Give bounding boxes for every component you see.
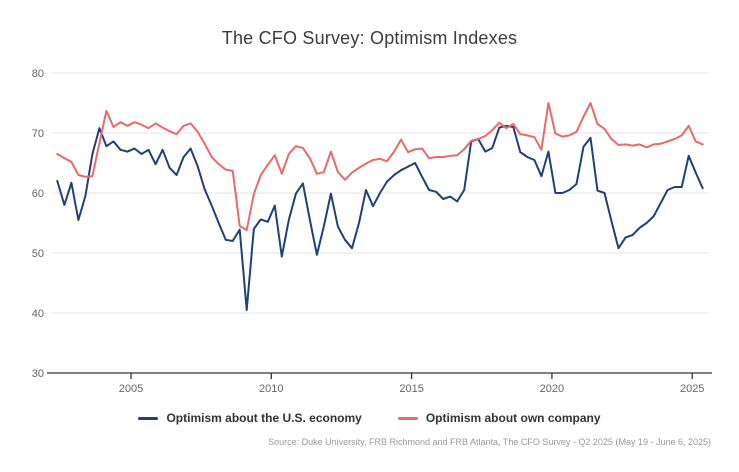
y-axis-label-30: 30 <box>32 368 44 380</box>
legend-label-own-company: Optimism about own company <box>425 411 601 425</box>
x-axis-label-2005: 2005 <box>119 383 143 395</box>
series-line-us-economy[interactable] <box>56 124 704 311</box>
page-title: The CFO Survey: Optimism Indexes <box>221 28 518 48</box>
x-axis-label-2020: 2020 <box>540 383 564 395</box>
x-axis-label-2025: 2025 <box>680 383 704 395</box>
y-axis-label-60: 60 <box>32 188 44 200</box>
legend-item-own-company[interactable]: Optimism about own company <box>397 411 601 425</box>
y-axis-label-70: 70 <box>32 128 44 140</box>
source-caption: Source: Duke University, FRB Richmond an… <box>268 437 711 447</box>
y-axis-label-40: 40 <box>32 308 44 320</box>
x-axis-label-2015: 2015 <box>399 383 423 395</box>
chart-legend: Optimism about the U.S. economy Optimism… <box>0 411 739 425</box>
y-axis-label-80: 80 <box>32 68 44 80</box>
y-axis-label-50: 50 <box>32 248 44 260</box>
own-company-line-swatch <box>397 416 418 420</box>
legend-label-us-economy: Optimism about the U.S. economy <box>166 411 362 425</box>
legend-item-us-economy[interactable]: Optimism about the U.S. economy <box>138 411 362 425</box>
series-line-own-company[interactable] <box>56 102 704 232</box>
us-economy-line-swatch <box>138 416 159 420</box>
x-axis-label-2010: 2010 <box>259 383 283 395</box>
